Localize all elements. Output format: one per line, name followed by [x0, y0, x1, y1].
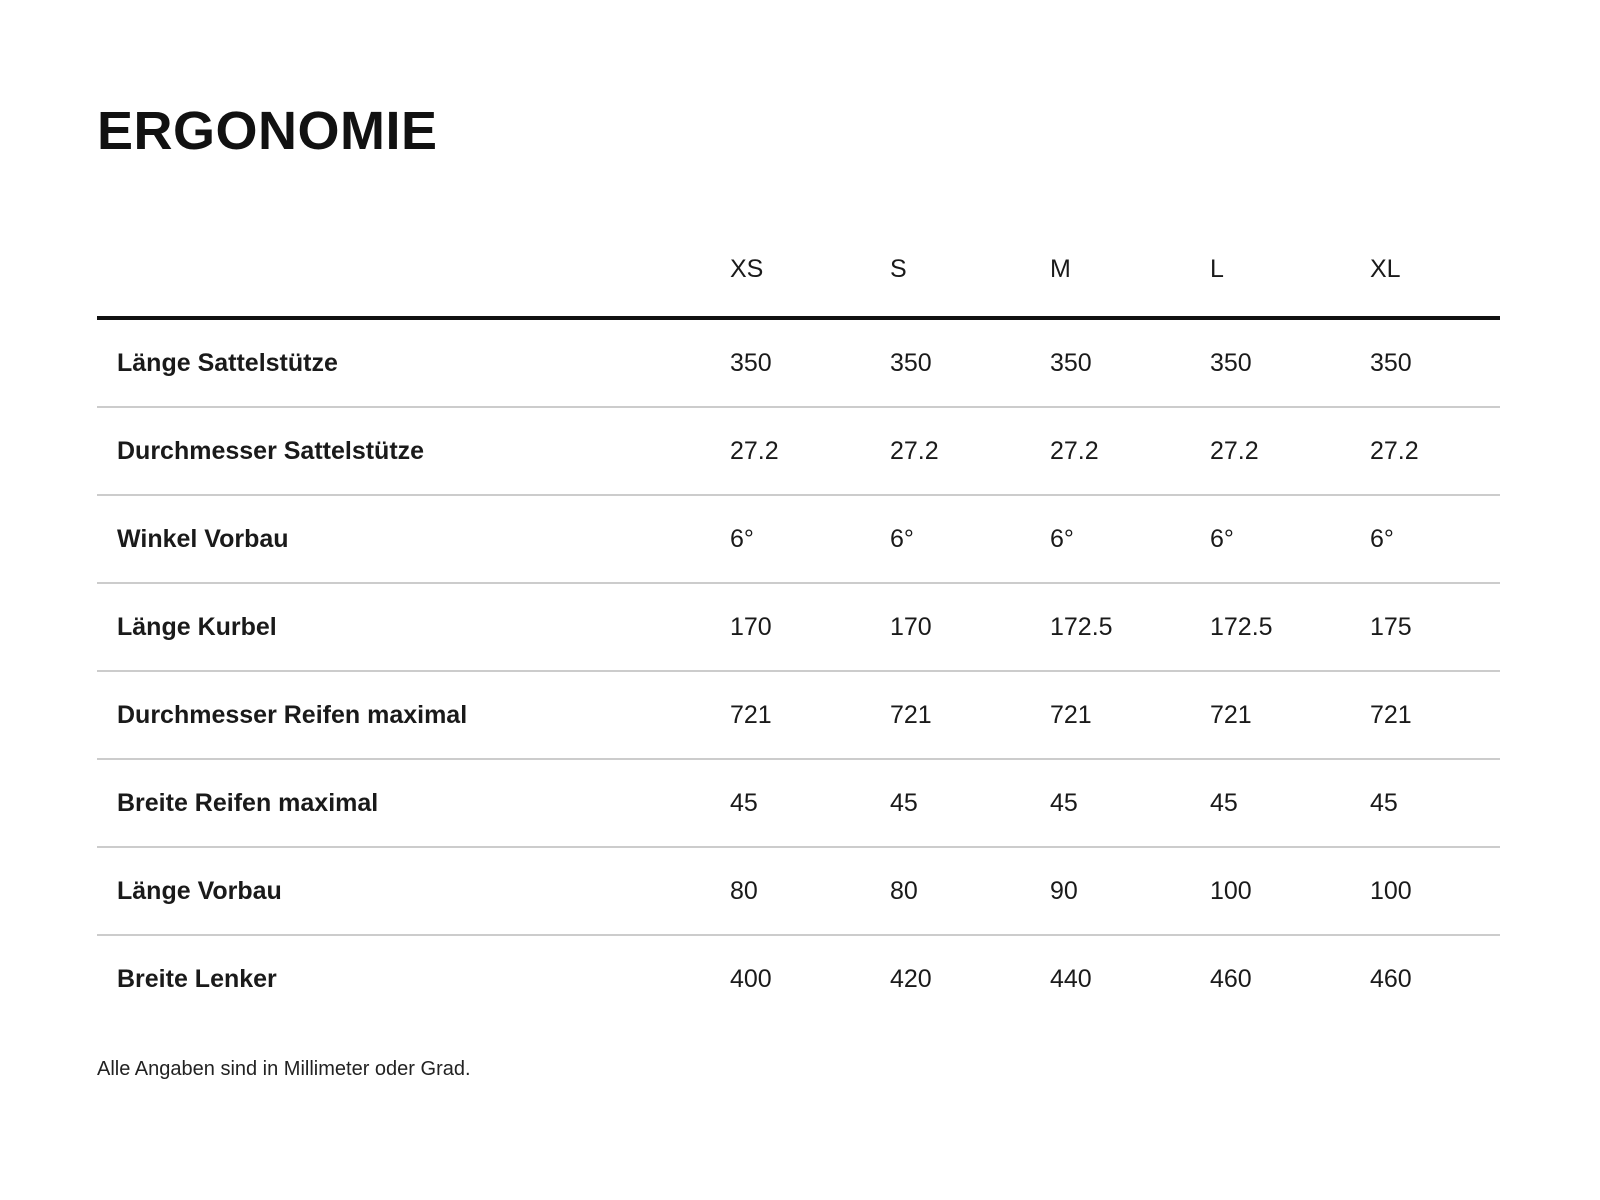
cell-m: 6° — [1050, 495, 1210, 585]
cell-l: 100 — [1210, 847, 1370, 937]
cell-l: 460 — [1210, 964, 1252, 993]
table-row: Durchmesser Sattelstütze 27.2 27.2 27.2 … — [97, 407, 1500, 497]
ergonomics-section: ERGONOMIE XS S M L XL Länge Sattelstütze… — [97, 0, 1500, 1081]
ergonomics-table: XS S M L XL Länge Sattelstütze 350 350 3… — [97, 222, 1500, 1022]
cell-l: 6° — [1210, 495, 1370, 585]
row-label: Durchmesser Reifen maximal — [97, 671, 730, 761]
cell-m: 721 — [1050, 671, 1210, 761]
cell-xs: 170 — [730, 583, 890, 673]
row-label: Breite Reifen maximal — [97, 759, 730, 849]
table-row: Breite Lenker 400 420 440 460 460 — [97, 935, 1500, 1022]
cell-s: 721 — [890, 671, 1050, 761]
cell-s: 45 — [890, 759, 1050, 849]
cell-xl: 100 — [1370, 847, 1500, 937]
column-header-m: M — [1050, 222, 1210, 321]
table-row: Winkel Vorbau 6° 6° 6° 6° 6° — [97, 495, 1500, 585]
cell-l: 27.2 — [1210, 407, 1370, 497]
table-row: Breite Reifen maximal 45 45 45 45 45 — [97, 759, 1500, 849]
cell-xs: 721 — [730, 671, 890, 761]
footnote: Alle Angaben sind in Millimeter oder Gra… — [97, 1058, 471, 1081]
cell-xl: 6° — [1370, 495, 1500, 585]
page-title: ERGONOMIE — [97, 101, 438, 161]
cell-xs: 80 — [730, 847, 890, 937]
row-label: Länge Kurbel — [97, 583, 730, 673]
cell-s: 6° — [890, 495, 1050, 585]
cell-m: 350 — [1050, 318, 1210, 409]
table-row: Länge Vorbau 80 80 90 100 100 — [97, 847, 1500, 937]
cell-xs: 27.2 — [730, 407, 890, 497]
cell-m: 90 — [1050, 847, 1210, 937]
row-label: Breite Lenker — [117, 964, 277, 993]
cell-m: 45 — [1050, 759, 1210, 849]
cell-s: 27.2 — [890, 407, 1050, 497]
row-label: Länge Vorbau — [97, 847, 730, 937]
column-header-l: L — [1210, 222, 1370, 321]
cell-xl: 721 — [1370, 671, 1500, 761]
cell-l: 721 — [1210, 671, 1370, 761]
table-row: Durchmesser Reifen maximal 721 721 721 7… — [97, 671, 1500, 761]
column-header-xs: XS — [730, 222, 890, 321]
table-row: Länge Kurbel 170 170 172.5 172.5 175 — [97, 583, 1500, 673]
row-label: Winkel Vorbau — [97, 495, 730, 585]
cell-l: 350 — [1210, 318, 1370, 409]
cell-m: 27.2 — [1050, 407, 1210, 497]
cell-l: 45 — [1210, 759, 1370, 849]
cell-s: 80 — [890, 847, 1050, 937]
cell-xs: 45 — [730, 759, 890, 849]
row-label: Durchmesser Sattelstütze — [97, 407, 730, 497]
column-header-s: S — [890, 222, 1050, 321]
row-label: Länge Sattelstütze — [97, 318, 730, 409]
cell-xl: 175 — [1370, 583, 1500, 673]
cell-s: 420 — [890, 964, 932, 993]
header-row: XS S M L XL — [97, 222, 1500, 321]
table-row: Länge Sattelstütze 350 350 350 350 350 — [97, 318, 1500, 409]
cell-l: 172.5 — [1210, 583, 1370, 673]
cell-s: 170 — [890, 583, 1050, 673]
cell-xs: 400 — [730, 964, 772, 993]
cell-xl: 460 — [1370, 964, 1412, 993]
cell-xs: 350 — [730, 318, 890, 409]
cell-s: 350 — [890, 318, 1050, 409]
cell-xl: 350 — [1370, 318, 1500, 409]
cell-m: 172.5 — [1050, 583, 1210, 673]
cell-xs: 6° — [730, 495, 890, 585]
cell-m: 440 — [1050, 964, 1092, 993]
cell-xl: 27.2 — [1370, 407, 1500, 497]
column-header-xl: XL — [1370, 222, 1500, 321]
row-label-header — [97, 222, 730, 321]
cell-xl: 45 — [1370, 759, 1500, 849]
